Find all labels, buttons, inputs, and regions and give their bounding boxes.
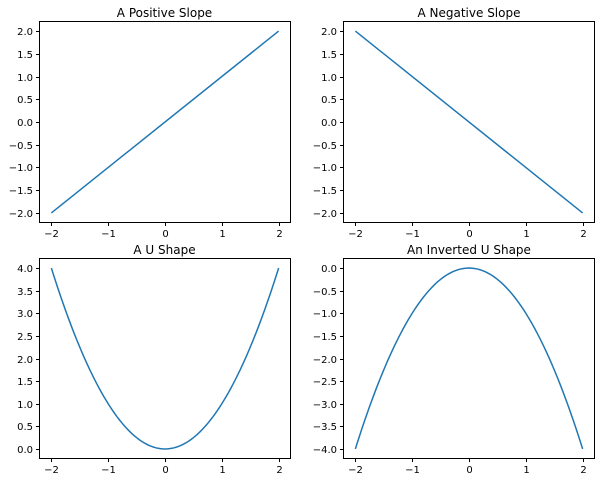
y-tick-label: −3.0 <box>313 400 337 411</box>
y-tick-label: 4.0 <box>17 264 33 275</box>
y-tick-label: 3.0 <box>17 309 33 320</box>
subplot-title: A Positive Slope <box>117 6 212 20</box>
y-tick-label: −1.0 <box>313 163 337 174</box>
y-tick-label: 1.5 <box>321 50 337 61</box>
y-tick-label: 0.0 <box>321 264 337 275</box>
subplot-negative-slope: A Negative Slope −2 −1 0 1 2 −2.0 −1.5 −1.0 −0.5… <box>313 6 595 240</box>
y-tick-label: −1.0 <box>313 309 337 320</box>
subplot-inverted-u-shape: An Inverted U Shape −2 −1 0 1 2−4.0−3.5−3.0−… <box>313 243 595 476</box>
y-tick-label: −2.0 <box>9 209 33 220</box>
x-tick-label: 2 <box>580 229 586 240</box>
y-tick-label: −1.0 <box>9 163 33 174</box>
x-tick-label: −2 <box>348 229 363 240</box>
plot-area: −2 −1 0 1 2 0.0 0.5 1.0 1.5 2.0 2.5 3.0 3.5 4.0 <box>17 264 283 476</box>
y-tick-label: −2.5 <box>313 377 337 388</box>
x-tick-label: 0 <box>162 229 168 240</box>
y-tick-label: 0.5 <box>17 422 33 433</box>
series-line <box>354 30 584 214</box>
y-tick-label: 1.0 <box>17 400 33 411</box>
y-tick-label: 1.5 <box>17 50 33 61</box>
x-tick-label: −1 <box>101 465 116 476</box>
y-tick-label: 0.0 <box>17 118 33 129</box>
y-tick-label: 1.0 <box>321 73 337 84</box>
y-tick-label: −0.5 <box>313 287 337 298</box>
y-tick-label: −1.5 <box>313 332 337 343</box>
subplot-title: A U Shape <box>133 243 195 257</box>
x-tick-label: 0 <box>162 465 168 476</box>
y-tick-label: 1.0 <box>17 73 33 84</box>
subplot-u-shape: A U Shape −2 −1 0 1 2 0.0 0.5 1.0 1.5 2.0 2.5 3.0 3.… <box>17 243 291 476</box>
y-tick-label: 2.0 <box>17 355 33 366</box>
x-tick-label: 2 <box>580 465 586 476</box>
y-tick-label: 0.0 <box>321 118 337 129</box>
y-tick-label: −1.5 <box>313 186 337 197</box>
series-line <box>50 267 280 450</box>
x-tick-label: −1 <box>405 229 420 240</box>
x-tick-label: 1 <box>523 229 529 240</box>
subplot-title: A Negative Slope <box>418 6 521 20</box>
y-tick-label: 0.0 <box>17 445 33 456</box>
y-tick-label: −2.0 <box>313 355 337 366</box>
x-tick-label: −1 <box>405 465 420 476</box>
axes-frame <box>343 21 595 223</box>
y-tick-label: −4.0 <box>313 445 337 456</box>
plot-area: −2 −1 0 1 2 −2.0 −1.5 −1.0 −0.5 0.0 0.5 1.0 1.5 2.0 <box>9 27 283 240</box>
y-tick-label: −0.5 <box>9 141 33 152</box>
subplot-positive-slope: A Positive Slope −2 −1 0 1 2 −2.0 −1.5 −1.0 −0.5… <box>9 6 291 240</box>
series-line <box>354 267 584 450</box>
x-tick-label: 2 <box>276 465 282 476</box>
y-tick-label: −2.0 <box>313 209 337 220</box>
x-tick-label: 0 <box>466 229 472 240</box>
axes-frame <box>39 258 291 459</box>
plot-area: −2 −1 0 1 2 −4.0 −3.5 −3.0 −2.5 −2.0 −1.5 −1.0 −0.5 0… <box>313 264 587 476</box>
axes-frame <box>39 21 291 223</box>
x-tick-label: 1 <box>219 465 225 476</box>
x-tick-label: 1 <box>523 465 529 476</box>
x-tick-label: 1 <box>219 229 225 240</box>
y-tick-label: 0.5 <box>321 95 337 106</box>
x-tick-label: −2 <box>348 465 363 476</box>
y-tick-label: 3.5 <box>17 287 33 298</box>
y-tick-label: 2.0 <box>321 27 337 38</box>
plot-area: −2 −1 0 1 2 −2.0 −1.5 −1.0 −0.5 0.0 0.5 1.0 1.5 2.0 <box>313 27 587 240</box>
y-tick-label: −0.5 <box>313 141 337 152</box>
axes-frame <box>343 258 595 459</box>
x-tick-label: 2 <box>276 229 282 240</box>
subplot-title: An Inverted U Shape <box>407 243 531 257</box>
y-tick-label: −3.5 <box>313 422 337 433</box>
x-tick-label: 0 <box>466 465 472 476</box>
x-tick-label: −1 <box>101 229 116 240</box>
x-tick-label: −2 <box>44 229 59 240</box>
y-tick-label: 0.5 <box>17 95 33 106</box>
series-line <box>50 30 280 214</box>
y-tick-label: 2.5 <box>17 332 33 343</box>
y-tick-label: 1.5 <box>17 377 33 388</box>
y-tick-label: −1.5 <box>9 186 33 197</box>
y-tick-label: 2.0 <box>17 27 33 38</box>
x-tick-label: −2 <box>44 465 59 476</box>
